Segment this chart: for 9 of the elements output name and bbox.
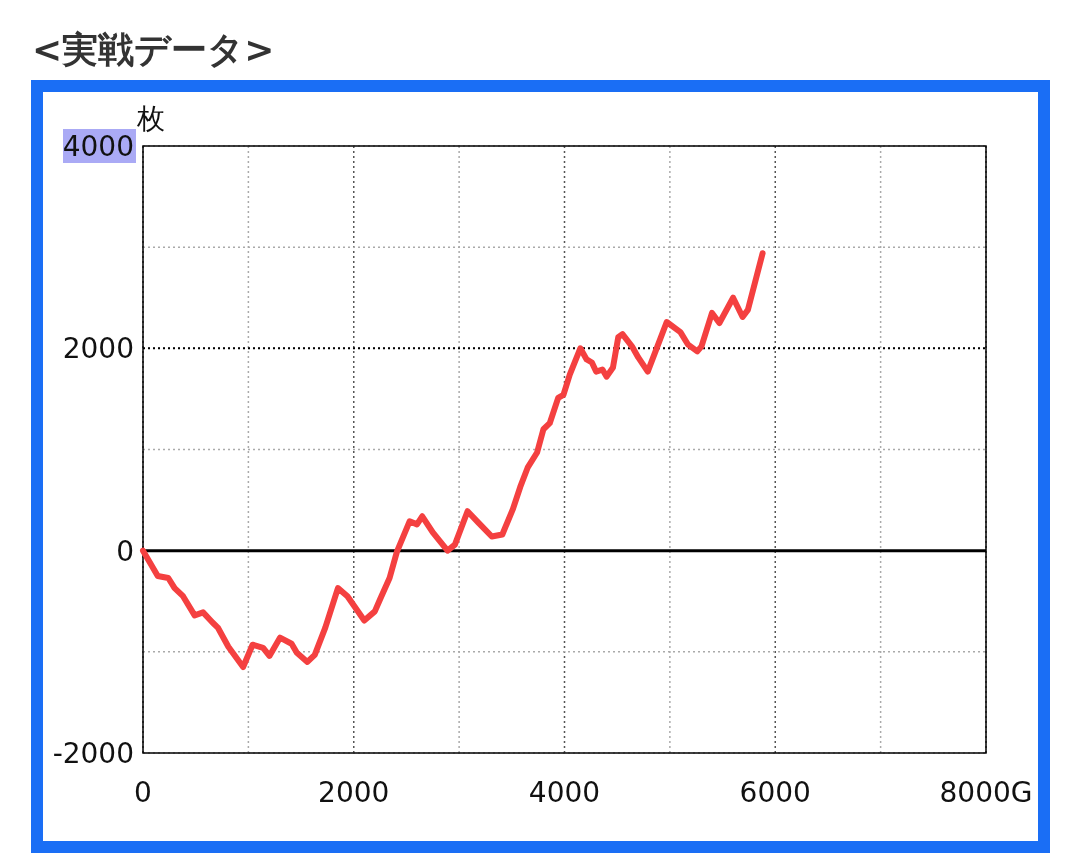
y-tick-label: 0 [116,534,134,568]
x-tick-label: 6000 [739,776,811,809]
y-axis-title: 枚 [136,102,165,135]
x-tick-label: 4000 [528,776,601,809]
x-tick-label: 8000G [939,776,1033,809]
y-tick-label: 2000 [62,332,134,366]
chart-title: <実戦データ> [32,29,275,70]
x-tick-label: 2000 [318,776,390,809]
y-tick-label: -2000 [52,737,134,770]
